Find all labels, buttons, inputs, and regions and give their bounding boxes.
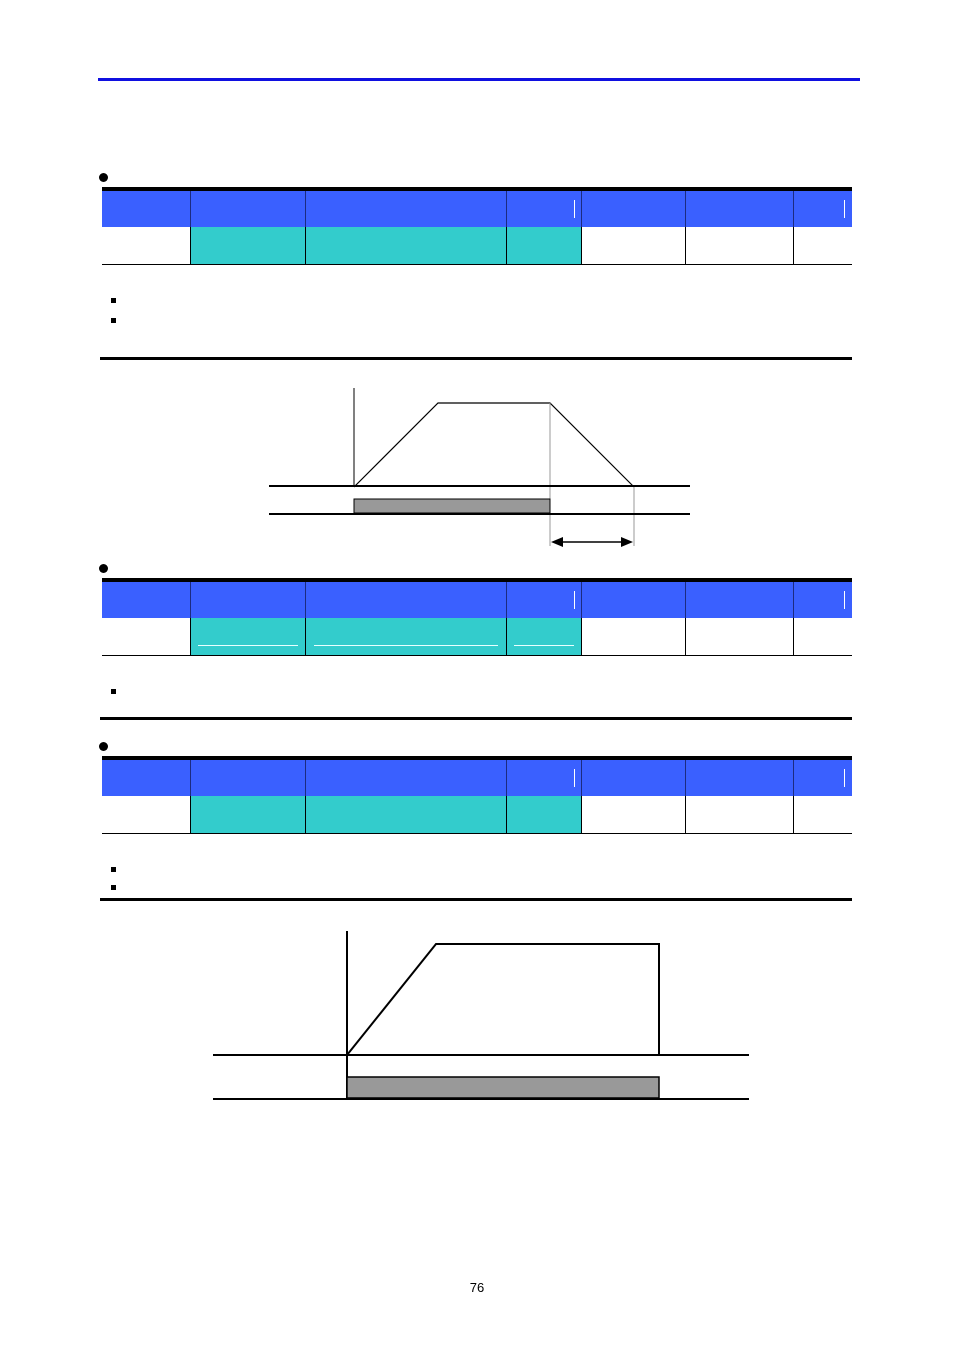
section-3-bullet-icon <box>99 742 108 751</box>
section-rule <box>100 357 852 360</box>
highlighted-cells <box>190 796 582 833</box>
header-rule <box>98 78 860 81</box>
table-data-row <box>102 227 852 265</box>
page-number: 76 <box>469 1280 485 1295</box>
parameter-table-3 <box>102 756 852 836</box>
table-top-rule <box>102 187 852 191</box>
highlighted-cells <box>190 618 582 655</box>
square-bullet-icon <box>111 318 116 323</box>
parameter-table-2 <box>102 578 852 658</box>
speed-profile-diagram-2 <box>213 931 749 1100</box>
table-header-row <box>102 191 852 227</box>
section-2-bullet-icon <box>99 564 108 573</box>
table-header-row <box>102 760 852 796</box>
speed-profile-diagram-1 <box>269 388 690 547</box>
section-1-bullet-icon <box>99 173 108 182</box>
run-signal-bar <box>353 498 551 514</box>
highlighted-cells <box>190 227 582 264</box>
section-rule <box>100 898 852 901</box>
frequency-curve <box>353 402 635 488</box>
table-top-rule <box>102 756 852 760</box>
parameter-table-1 <box>102 187 852 267</box>
square-bullet-icon <box>111 689 116 694</box>
table-header-row <box>102 582 852 618</box>
run-signal-bar <box>346 1076 660 1099</box>
table-data-row <box>102 796 852 834</box>
square-bullet-icon <box>111 867 116 872</box>
table-data-row <box>102 618 852 656</box>
table-top-rule <box>102 578 852 582</box>
square-bullet-icon <box>111 298 116 303</box>
square-bullet-icon <box>111 885 116 890</box>
double-arrow-icon <box>551 537 633 547</box>
section-rule <box>100 717 852 720</box>
frequency-curve <box>346 943 660 1056</box>
